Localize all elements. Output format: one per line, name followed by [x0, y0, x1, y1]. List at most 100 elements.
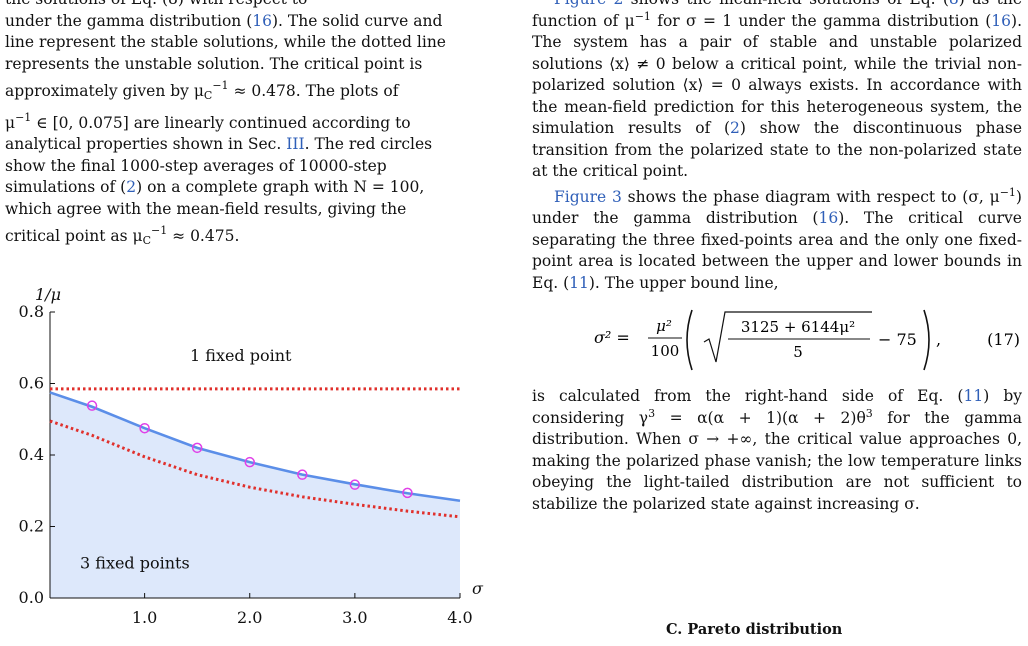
- reference-link[interactable]: 11: [569, 273, 589, 292]
- reference-link[interactable]: 11: [963, 387, 984, 405]
- y-tick-label: 0.6: [19, 374, 44, 393]
- text-run: = α(α + 1)(α + 2)θ: [655, 408, 866, 427]
- y-tick-label: 0.4: [19, 445, 44, 464]
- three-fixed-points-region: [50, 392, 460, 598]
- caption-text: ∈ [0, 0.075] are linearly continued acco…: [31, 113, 411, 132]
- caption-text: line represent the stable solutions, whi…: [5, 33, 446, 51]
- caption-ref-link[interactable]: 2: [126, 178, 137, 196]
- simulation-point: [191, 442, 203, 454]
- text-run: ). The system has a pair of stable and u…: [532, 11, 1022, 138]
- text-run: ) under the gamma distribution (: [532, 187, 1022, 228]
- x-tick-label: 3.0: [342, 608, 367, 627]
- eq-sqrt-numerator: 3125 + 6144μ²: [741, 318, 855, 336]
- caption-line: simulations of (2) on a complete graph w…: [5, 177, 525, 199]
- caption-text: C: [203, 89, 213, 102]
- x-tick-label: 2.0: [237, 608, 262, 627]
- text-run: shows the mean-field solutions of Eq. (: [623, 0, 949, 8]
- caption-line: μ−1 ∈ [0, 0.075] are linearly continued …: [5, 107, 525, 135]
- caption-text: ). The solid curve and: [271, 11, 443, 30]
- eq-tail: − 75: [878, 330, 917, 349]
- lower-bound-line: [49, 419, 461, 519]
- caption-line: critical point as μC−1 ≈ 0.475.: [5, 220, 525, 252]
- y-tick-label: 0.8: [19, 302, 44, 321]
- reference-link[interactable]: Figure 3: [554, 187, 622, 206]
- text-run: for σ = 1 under the gamma distribution (: [650, 11, 992, 30]
- text-run: shows the phase diagram with respect to …: [621, 187, 1000, 206]
- text-run: ) show the discontinuous phase transitio…: [532, 119, 1022, 180]
- caption-text: approximately given by μ: [5, 82, 204, 100]
- caption-text: represents the unstable solution. The cr…: [5, 54, 423, 73]
- y-tick-label: 0.2: [19, 517, 44, 536]
- superscript: 3: [865, 406, 873, 420]
- y-tick-label: 0.0: [19, 588, 44, 607]
- text-run: is calculated from the right-hand side o…: [532, 387, 964, 405]
- reference-link[interactable]: Figure 2: [554, 0, 623, 8]
- eq-frac-denominator: 100: [651, 342, 680, 360]
- caption-text: −1: [212, 79, 229, 92]
- caption-line-0: the solutions of Eq. (8) with respect to: [5, 0, 307, 8]
- superscript: 3: [648, 406, 656, 420]
- caption-ref-link[interactable]: III: [286, 135, 305, 153]
- region-label-three: 3 fixed points: [80, 553, 190, 572]
- caption-text: C: [142, 234, 152, 247]
- reference-link[interactable]: 2: [730, 119, 740, 137]
- caption-line: analytical properties shown in Sec. III.…: [5, 134, 525, 156]
- figure-caption: under the gamma distribution (16). The s…: [5, 11, 525, 252]
- eq-number: (17): [987, 330, 1020, 349]
- caption-text: μ: [5, 113, 16, 132]
- critical-curve: [49, 391, 461, 503]
- x-tick-label: 4.0: [447, 608, 472, 627]
- caption-text: analytical properties shown in Sec.: [5, 135, 287, 153]
- caption-text: −1: [15, 110, 32, 124]
- caption-line: line represent the stable solutions, whi…: [5, 32, 525, 54]
- eq-sqrt-denominator: 5: [793, 343, 803, 361]
- simulation-point: [297, 469, 308, 480]
- text-run: for the gamma distribution. When σ → +∞,…: [532, 408, 1022, 513]
- section-heading: C. Pareto distribution: [666, 621, 843, 638]
- paragraph-figure3: Figure 3 shows the phase diagram with re…: [532, 185, 1022, 295]
- superscript: −1: [999, 185, 1016, 199]
- eq-sqrt-sign: [703, 311, 872, 363]
- caption-text: . The red circles: [304, 135, 433, 153]
- reference-link[interactable]: 16: [818, 209, 839, 227]
- superscript: −1: [634, 9, 651, 23]
- reference-link[interactable]: 16: [991, 11, 1012, 30]
- caption-text: simulations of (: [5, 178, 127, 196]
- paragraph-figure2: Figure 2 shows the mean-field solutions …: [532, 0, 1022, 183]
- caption-text: ) on a complete graph with N = 100,: [136, 178, 425, 196]
- eq-left-paren: [686, 309, 693, 371]
- equation-17: σ² = μ² 100 3125 + 6144μ² 5 − 75 , (17): [532, 302, 1022, 378]
- eq-lhs: σ² =: [594, 328, 630, 347]
- caption-line: show the final 1000-step averages of 100…: [5, 156, 525, 178]
- eq-comma: ,: [936, 330, 941, 349]
- reference-link[interactable]: 8: [949, 0, 959, 8]
- caption-partial-line: the solutions of Eq. (8) with respect to: [5, 0, 525, 11]
- caption-text: under the gamma distribution (: [5, 11, 253, 30]
- caption-text: −1: [151, 224, 168, 237]
- simulation-point: [244, 456, 255, 468]
- text-run: ). The critical curve separating the thr…: [532, 209, 1022, 292]
- text-run: ) by considering γ: [532, 387, 1023, 427]
- paragraph-upper-bound: is calculated from the right-hand side o…: [532, 386, 1022, 515]
- left-column: the solutions of Eq. (8) with respect to…: [5, 0, 525, 252]
- simulation-point: [402, 487, 413, 499]
- text-run: ). The upper bound line,: [588, 273, 779, 292]
- eq-frac-numerator: μ²: [656, 317, 672, 335]
- x-axis-label: σ: [472, 579, 484, 598]
- simulation-point: [349, 479, 361, 490]
- region-label-one: 1 fixed point: [190, 346, 292, 365]
- simulation-point: [139, 422, 150, 434]
- caption-line: under the gamma distribution (16). The s…: [5, 11, 525, 33]
- caption-line: represents the unstable solution. The cr…: [5, 54, 525, 76]
- phase-diagram-chart: 1.0 2.0 3.0 4.0 0.0 0.2 0.4 0.6 0.8 σ 1/μ 1 fixed p…: [19, 285, 484, 627]
- y-axis-label: 1/μ: [35, 285, 61, 304]
- right-column: Figure 2 shows the mean-field solutions …: [532, 0, 1022, 515]
- caption-text: ≈ 0.475.: [167, 227, 240, 245]
- x-tick-label: 1.0: [132, 608, 157, 627]
- text-run: ) as the function of μ: [532, 0, 1022, 30]
- caption-line: approximately given by μC−1 ≈ 0.478. The…: [5, 75, 525, 107]
- eq-right-paren: [923, 309, 930, 371]
- caption-ref-link[interactable]: 16: [252, 11, 272, 30]
- caption-text: show the final 1000-step averages of 100…: [5, 156, 387, 175]
- caption-text: which agree with the mean-field results,…: [5, 199, 407, 218]
